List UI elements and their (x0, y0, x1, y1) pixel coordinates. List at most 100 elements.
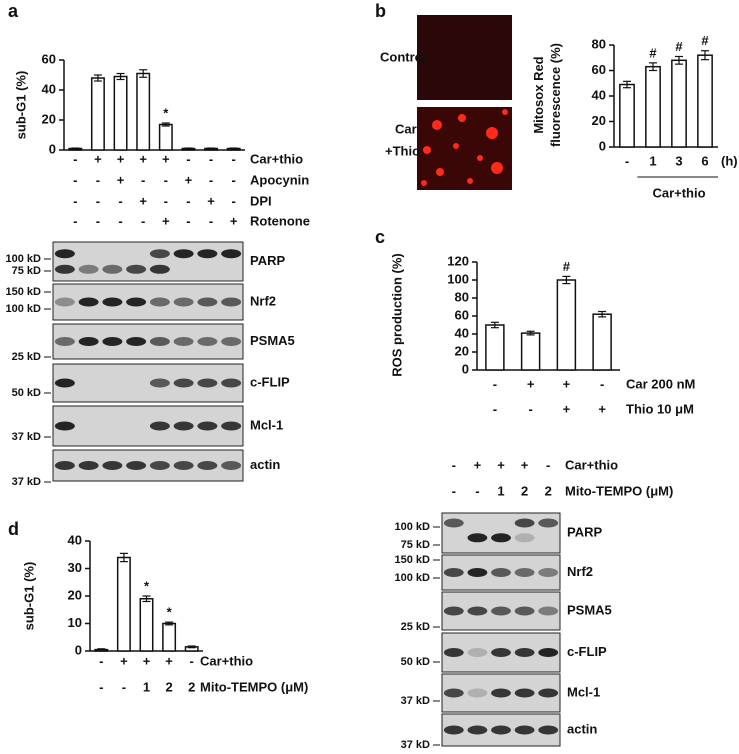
size-marker: 37 kD (12, 431, 41, 443)
error-bar (623, 80, 631, 89)
size-marker: 100 kD (6, 253, 42, 265)
x-tick-label: 1 (649, 153, 656, 168)
bar (556, 279, 577, 371)
panel-letter: c (375, 227, 385, 247)
error-bar (142, 595, 151, 603)
x-tick-label: 6 (701, 153, 708, 168)
blot-band (149, 337, 170, 346)
blot-band (221, 461, 242, 470)
panel-letter: b (375, 1, 386, 21)
blot-band (221, 249, 242, 259)
bar (116, 556, 131, 652)
condition-value: - (232, 172, 236, 187)
y-axis-label: fluorescence (%) (548, 43, 563, 147)
error-bar (207, 147, 216, 150)
y-tick-label: 60 (455, 307, 469, 322)
bar (697, 54, 713, 148)
x-tick-label: - (625, 153, 629, 168)
blot-band (443, 606, 464, 616)
y-tick-label: 20 (42, 111, 56, 126)
protein-name: PARP (250, 253, 285, 268)
condition-value: - (96, 213, 100, 228)
error-bar (119, 552, 128, 563)
blot-band (54, 378, 75, 388)
significance-mark: # (701, 33, 709, 48)
blot-band (54, 264, 75, 274)
error-bar (165, 621, 174, 626)
bar (645, 65, 661, 148)
condition-value: + (527, 376, 535, 391)
y-tick-label: 40 (455, 325, 469, 340)
condition-value: - (186, 193, 190, 208)
y-tick-label: 80 (592, 36, 606, 51)
y-tick-label: 60 (592, 62, 606, 77)
size-marker: 37 kD (12, 476, 41, 488)
size-marker: 100 kD (6, 303, 42, 315)
blot-band (197, 461, 218, 470)
condition-name: DPI (250, 193, 272, 208)
protein-name: PARP (567, 524, 602, 539)
condition-value: - (232, 151, 236, 166)
condition-value: - (96, 193, 100, 208)
blot-band (54, 249, 75, 259)
size-marker: 75 kD (401, 539, 430, 551)
condition-value: + (162, 213, 170, 228)
protein-name: c-FLIP (567, 644, 607, 659)
size-marker: 37 kD (401, 739, 430, 751)
protein-name: actin (250, 457, 280, 472)
blot-band (173, 461, 194, 470)
y-axis-label: sub-G1 (%) (21, 562, 36, 631)
condition-value: + (497, 457, 505, 472)
condition-value: - (99, 653, 103, 668)
protein-name: Nrf2 (250, 293, 276, 308)
blot-band (538, 606, 559, 616)
error-bar (675, 55, 683, 65)
y-tick-label: 0 (49, 141, 56, 156)
condition-value: - (546, 457, 550, 472)
condition-value: 2 (188, 679, 195, 694)
y-axis-label: Mitosox Red (531, 56, 546, 133)
condition-value: 2 (545, 483, 552, 498)
condition-value: - (528, 401, 532, 416)
blot-band (197, 337, 218, 346)
condition-name: Car+thio (565, 457, 618, 472)
condition-value: - (209, 213, 213, 228)
protein-name: Mcl-1 (250, 417, 283, 432)
blot-band (467, 568, 488, 577)
error-bar (490, 321, 499, 329)
significance-mark: # (649, 45, 657, 60)
bar (158, 123, 173, 151)
image-label: Control (380, 49, 426, 64)
blot-band (443, 518, 464, 528)
blot-band (467, 725, 488, 735)
condition-value: + (94, 151, 102, 166)
blot-band (149, 264, 170, 274)
size-marker: 50 kD (401, 656, 430, 668)
blot-band (102, 461, 123, 470)
blot-band (197, 297, 218, 307)
condition-value: - (141, 213, 145, 228)
bar (520, 332, 541, 371)
condition-value: + (563, 376, 571, 391)
protein-name: actin (567, 721, 597, 736)
blot-band (514, 725, 535, 735)
blot-band (78, 297, 99, 307)
blot-band (78, 461, 99, 470)
y-tick-label: 0 (462, 361, 469, 376)
blot-band (491, 533, 511, 543)
blot-band (221, 378, 242, 388)
condition-value: - (475, 483, 479, 498)
error-bar (229, 147, 238, 150)
error-bar (187, 645, 196, 649)
blot-band (221, 337, 242, 346)
blot-band (514, 688, 535, 698)
y-axis-label: ROS production (%) (389, 253, 404, 377)
panel-letter: a (8, 1, 19, 21)
size-marker: 25 kD (401, 621, 430, 633)
condition-value: - (232, 193, 236, 208)
blot-band (54, 297, 75, 307)
blot-band (221, 297, 242, 307)
condition-value: - (452, 483, 456, 498)
condition-name: Car+thio (200, 653, 253, 668)
bar (113, 75, 128, 151)
